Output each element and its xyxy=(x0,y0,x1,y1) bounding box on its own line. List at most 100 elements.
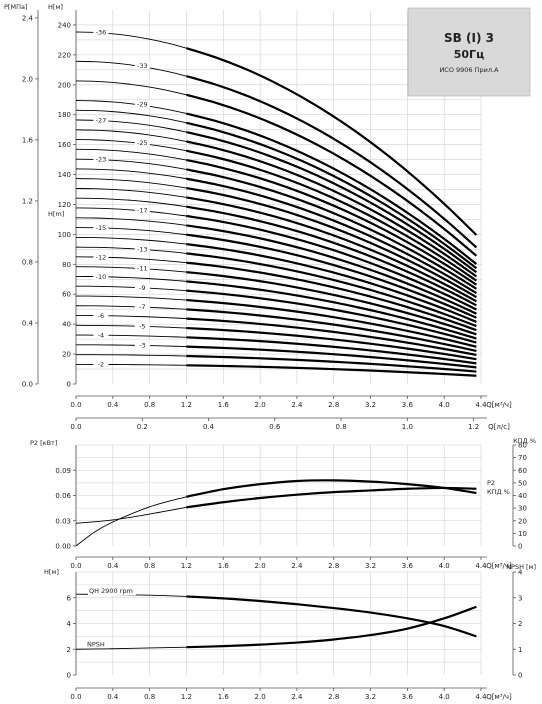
stage-curve-thin xyxy=(75,295,187,301)
stage-curve-thick xyxy=(186,364,477,377)
x-tick-label: 2.4 xyxy=(291,401,303,409)
y-tick-label: 0.03 xyxy=(55,517,71,525)
x-tick-label: 0.8 xyxy=(144,562,155,570)
ls-tick-label: 1.2 xyxy=(468,423,479,431)
stage-curve-thin xyxy=(75,129,187,142)
x-axis-label: Q[м³/ч] xyxy=(486,693,512,700)
x-tick-label: 2.4 xyxy=(291,693,303,700)
y2-tick-label: 0 xyxy=(518,543,522,551)
y-tick-label: 0.06 xyxy=(55,492,71,500)
h-axis-mid-label: H[m] xyxy=(48,210,64,218)
x-tick-label: 0.8 xyxy=(144,401,155,409)
x-tick-label: 2.0 xyxy=(255,562,266,570)
stage-curve-thin xyxy=(75,100,187,114)
stage-label-bg xyxy=(93,116,109,124)
ls-tick-label: 0.0 xyxy=(70,423,81,431)
stage-label-bg xyxy=(134,138,150,146)
x-tick-label: 1.2 xyxy=(181,562,192,570)
stage-curve-thick xyxy=(186,177,477,294)
stage-label-bg xyxy=(93,155,109,163)
p-tick-label: 0.8 xyxy=(22,258,33,266)
stage-curve-thin xyxy=(75,197,187,208)
x-axis-label: Q[м³/ч] xyxy=(486,562,512,570)
npsh-label-bg xyxy=(86,640,110,649)
y2-tick-label: 80 xyxy=(518,442,527,450)
stage-curve-thick xyxy=(186,140,478,278)
stage-curve-thin xyxy=(75,285,187,292)
h-tick-label: 60 xyxy=(62,291,71,299)
stage-curve-thin xyxy=(75,354,187,357)
h-tick-label: 80 xyxy=(62,261,71,269)
x-tick-label: 4.0 xyxy=(439,401,450,409)
stage-label: -29 xyxy=(137,101,148,109)
h-tick-label: 220 xyxy=(58,51,71,59)
y2-tick-label: 0 xyxy=(518,672,522,680)
y2-tick-label: 2 xyxy=(518,620,522,628)
stage-curve-thick xyxy=(186,326,477,361)
stage-curve-thin xyxy=(75,236,187,245)
stage-curve-thick xyxy=(186,214,477,311)
x-tick-label: 1.6 xyxy=(218,562,230,570)
h-tick-label: 20 xyxy=(62,351,71,359)
p-tick-label: 2.0 xyxy=(22,75,33,83)
stage-label: -5 xyxy=(139,322,145,330)
stage-curve-thin xyxy=(75,207,187,217)
stage-label: -13 xyxy=(137,245,148,253)
y2-tick-label: 60 xyxy=(518,467,527,475)
stage-label-bg xyxy=(134,341,150,349)
y-tick-label: 2 xyxy=(67,646,71,654)
stage-curve-thick xyxy=(186,243,477,323)
stage-curve-thick xyxy=(186,308,477,353)
stage-label-bg xyxy=(134,61,150,69)
stage-label: -23 xyxy=(96,156,107,164)
stage-label: -10 xyxy=(96,273,107,281)
ls-tick-label: 0.2 xyxy=(137,423,148,431)
stage-curve-thick xyxy=(186,168,477,290)
y-tick-label: 0.00 xyxy=(55,543,71,551)
stage-curve-thin xyxy=(75,217,187,226)
x-tick-label: 3.6 xyxy=(402,401,414,409)
stage-curve-thin xyxy=(75,178,187,189)
title-line-1: SB (I) 3 xyxy=(444,31,494,45)
x-tick-label: 0.0 xyxy=(70,401,81,409)
stage-curve-thick xyxy=(186,289,477,344)
efficiency-series-label: КПД % xyxy=(487,488,510,496)
y2-tick-label: 4 xyxy=(518,569,523,577)
stage-label: -36 xyxy=(96,29,107,37)
title-line-3: ИСО 9906 Прил.А xyxy=(439,66,499,74)
x-tick-label: 0.0 xyxy=(70,693,81,700)
stage-curve-thick xyxy=(186,336,477,365)
stage-curve-thin xyxy=(75,344,187,348)
h-axis-label: H[м] xyxy=(48,3,63,11)
stage-curve-thin xyxy=(75,334,187,338)
stage-label: -4 xyxy=(98,331,104,339)
stage-curve-thick xyxy=(186,261,477,332)
p2-curve-thin xyxy=(75,506,187,524)
stage-curve-thick xyxy=(186,298,477,348)
h-tick-label: 140 xyxy=(58,171,71,179)
p-tick-label: 2.4 xyxy=(22,14,34,22)
x-tick-label: 1.2 xyxy=(181,693,192,700)
stage-label: -9 xyxy=(139,284,145,292)
p-tick-label: 1.6 xyxy=(22,136,34,144)
h-axis-label: H[м] xyxy=(44,568,59,576)
x-tick-label: 1.2 xyxy=(181,401,192,409)
stage-curve-thick xyxy=(186,271,477,336)
stage-curve-thick xyxy=(186,75,478,249)
y-tick-label: 0 xyxy=(67,672,71,680)
x-tick-label: 3.2 xyxy=(365,562,376,570)
h-tick-label: 40 xyxy=(62,321,71,329)
stage-curve-thick xyxy=(186,121,478,270)
power-axis-label: P2 [кВт] xyxy=(30,439,57,447)
stage-curve-thick xyxy=(186,354,477,373)
x-tick-label: 4.4 xyxy=(475,401,487,409)
stage-curve-thin xyxy=(75,168,187,180)
x-tick-label: 2.0 xyxy=(255,401,266,409)
y2-tick-label: 30 xyxy=(518,505,527,513)
y2-tick-label: 50 xyxy=(518,479,527,487)
x-tick-label: 2.8 xyxy=(328,693,339,700)
x-tick-label: 4.4 xyxy=(475,693,487,700)
stage-curve-thick xyxy=(186,93,478,257)
efficiency-curve-thick xyxy=(186,479,477,498)
